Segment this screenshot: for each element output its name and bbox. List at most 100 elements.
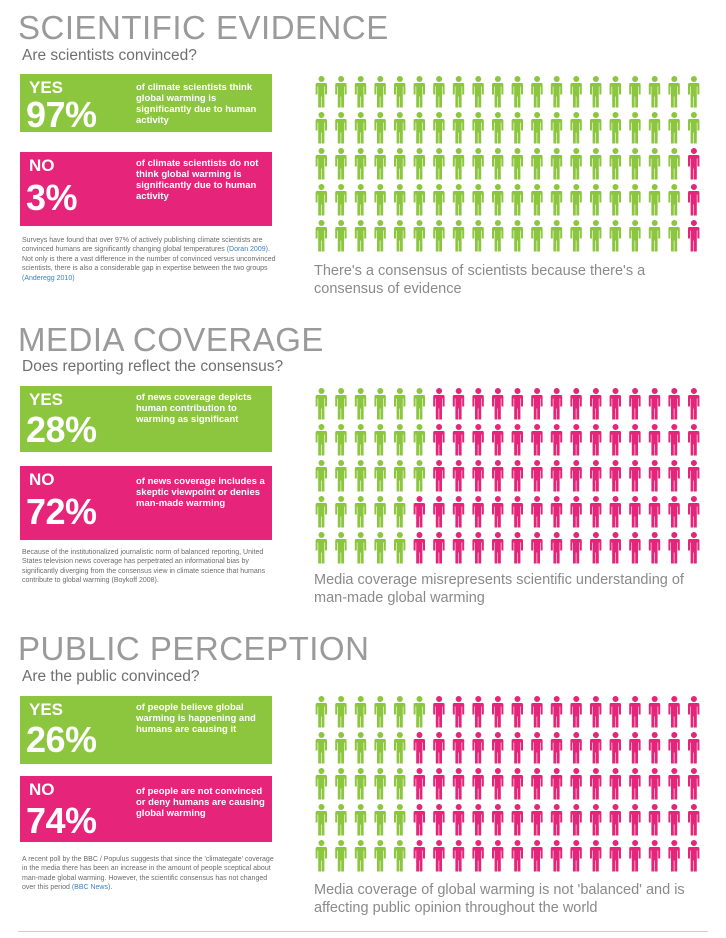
person-icon	[413, 768, 425, 800]
person-icon	[315, 840, 327, 872]
person-icon	[590, 184, 602, 216]
citation-link[interactable]: (Anderegg 2010)	[22, 274, 75, 282]
person-icon	[492, 732, 504, 764]
person-icon	[335, 696, 347, 728]
bottom-divider	[18, 931, 708, 932]
person-icon	[315, 732, 327, 764]
person-icon	[531, 532, 543, 564]
person-icon	[511, 112, 523, 144]
person-icon	[492, 496, 504, 528]
person-icon	[609, 424, 621, 456]
person-icon	[688, 148, 700, 180]
person-icon	[668, 804, 680, 836]
person-icon	[335, 76, 347, 108]
person-icon	[394, 184, 406, 216]
note-text-tail: . Not only is there a vast difference in…	[22, 246, 276, 273]
person-icon	[492, 804, 504, 836]
person-icon	[433, 184, 445, 216]
person-icon	[354, 220, 367, 252]
person-icon	[688, 496, 700, 528]
yes-description: of climate scientists think global warmi…	[136, 82, 257, 126]
person-icon	[570, 460, 582, 492]
person-icon	[668, 768, 680, 800]
person-icon	[335, 804, 347, 836]
person-icon	[550, 148, 563, 180]
person-icon	[688, 732, 700, 764]
person-icon	[315, 496, 327, 528]
person-icon	[335, 112, 347, 144]
person-icon	[629, 112, 641, 144]
person-icon	[590, 112, 602, 144]
person-icon	[452, 184, 465, 216]
note-text-tail: .	[110, 884, 113, 892]
person-icon	[629, 696, 641, 728]
person-icon	[374, 840, 386, 872]
section-title: PUBLIC PERCEPTION	[18, 630, 370, 667]
person-icon	[374, 496, 386, 528]
person-icon	[374, 768, 386, 800]
person-icon	[531, 424, 543, 456]
person-icon	[413, 732, 425, 764]
person-icon	[629, 184, 641, 216]
person-icon	[648, 148, 661, 180]
no-description: of climate scientists do not think globa…	[136, 158, 259, 202]
person-icon	[511, 496, 523, 528]
person-icon	[550, 220, 563, 252]
section-subtitle: Does reporting reflect the consensus?	[22, 358, 284, 375]
person-icon	[570, 840, 582, 872]
person-icon	[570, 112, 582, 144]
person-icon	[492, 388, 504, 420]
person-icon	[394, 496, 406, 528]
person-icon	[511, 840, 523, 872]
yes-label: YES	[29, 700, 64, 719]
person-icon	[492, 184, 504, 216]
person-icon	[609, 112, 621, 144]
person-icon	[648, 732, 661, 764]
person-icon	[492, 768, 504, 800]
person-icon	[472, 220, 484, 252]
person-icon	[629, 532, 641, 564]
person-icon	[394, 768, 406, 800]
person-icon	[354, 388, 367, 420]
person-icon	[668, 220, 680, 252]
person-icon	[335, 532, 347, 564]
person-icon	[413, 532, 425, 564]
person-icon	[492, 460, 504, 492]
person-icon	[433, 732, 445, 764]
person-icon	[511, 424, 523, 456]
people-grid	[315, 76, 700, 252]
person-icon	[452, 460, 465, 492]
person-icon	[570, 148, 582, 180]
no-box: NO 72% of news coverage includes a skept…	[20, 466, 272, 540]
person-icon	[472, 840, 484, 872]
person-icon	[590, 696, 602, 728]
person-icon	[413, 496, 425, 528]
person-icon	[374, 112, 386, 144]
person-icon	[609, 220, 621, 252]
person-icon	[570, 424, 582, 456]
person-icon	[570, 732, 582, 764]
no-description: of people are not convinced or deny huma…	[136, 786, 265, 819]
person-icon	[492, 148, 504, 180]
person-icon	[590, 148, 602, 180]
person-icon	[492, 840, 504, 872]
person-icon	[511, 184, 523, 216]
person-icon	[413, 112, 425, 144]
person-icon	[374, 804, 386, 836]
person-icon	[688, 112, 700, 144]
source-note: Because of the institutionalized journal…	[22, 548, 278, 586]
person-icon	[315, 696, 327, 728]
person-icon	[354, 184, 367, 216]
no-box: NO 74% of people are not convinced or de…	[20, 776, 272, 842]
person-icon	[452, 732, 465, 764]
citation-link[interactable]: (BBC News)	[71, 884, 111, 892]
person-icon	[452, 768, 465, 800]
person-icon	[531, 496, 543, 528]
person-icon	[472, 388, 484, 420]
person-icon	[688, 532, 700, 564]
person-icon	[374, 732, 386, 764]
person-icon	[668, 148, 680, 180]
citation-link[interactable]: (Doran 2009)	[226, 246, 268, 254]
person-icon	[570, 184, 582, 216]
person-icon	[452, 424, 465, 456]
